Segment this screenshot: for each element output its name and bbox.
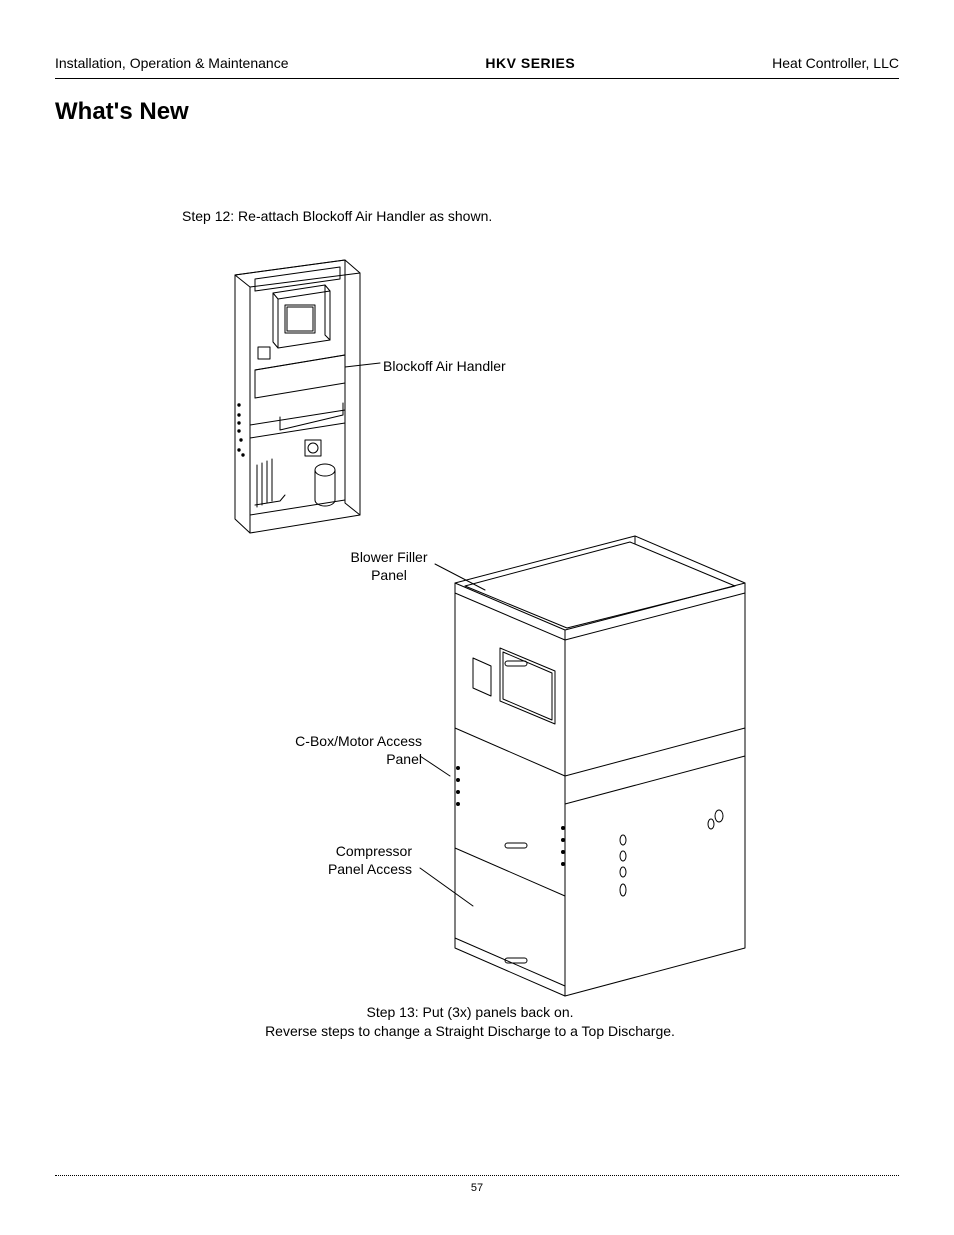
step12-text: Step 12: Re-attach Blockoff Air Handler …: [182, 208, 492, 224]
header-rule: [55, 78, 899, 79]
label-blower-line1: Blower Filler: [350, 549, 427, 565]
label-blockoff: Blockoff Air Handler: [383, 358, 506, 376]
header-right: Heat Controller, LLC: [772, 55, 899, 71]
diagram-closed-unit: [405, 528, 765, 998]
page-number: 57: [0, 1182, 954, 1194]
label-compressor: Compressor Panel Access: [282, 843, 412, 878]
step13-line2: Reverse steps to change a Straight Disch…: [160, 1022, 780, 1041]
diagram-open-unit: [195, 255, 390, 545]
label-cbox: C-Box/Motor Access Panel: [242, 733, 422, 768]
label-cbox-line1: C-Box/Motor Access: [295, 733, 422, 749]
label-blower-line2: Panel: [371, 567, 407, 583]
label-cbox-line2: Panel: [386, 751, 422, 767]
label-compressor-line2: Panel Access: [328, 861, 412, 877]
header-center: HKV SERIES: [485, 55, 575, 71]
page-title: What's New: [55, 98, 189, 126]
footer-dotted-rule: [55, 1175, 899, 1176]
label-blower-filler: Blower Filler Panel: [344, 549, 434, 584]
page-header: Installation, Operation & Maintenance HK…: [55, 55, 899, 71]
header-left: Installation, Operation & Maintenance: [55, 55, 288, 71]
step13-block: Step 13: Put (3x) panels back on. Revers…: [160, 1003, 780, 1041]
label-compressor-line1: Compressor: [336, 843, 412, 859]
step13-line1: Step 13: Put (3x) panels back on.: [160, 1003, 780, 1022]
